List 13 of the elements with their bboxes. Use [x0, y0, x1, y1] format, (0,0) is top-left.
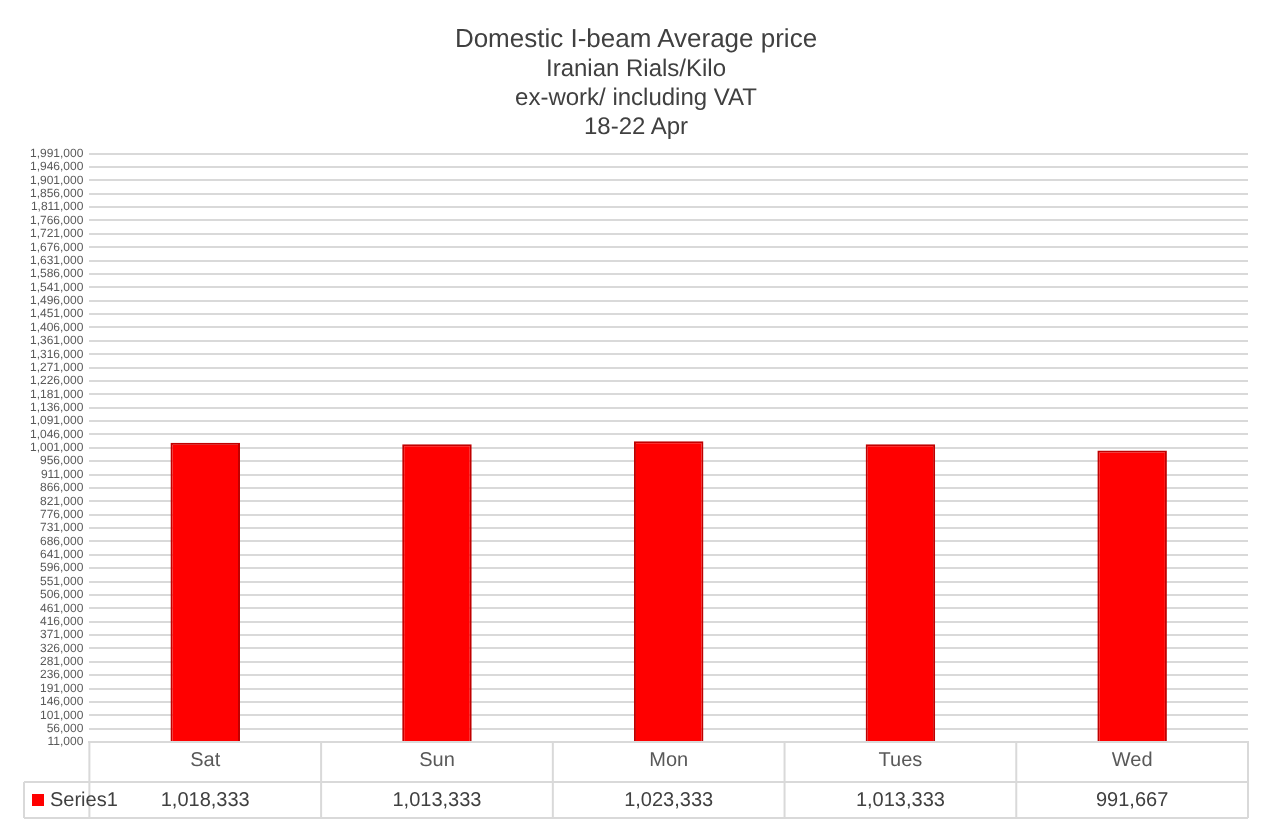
x-tick-label: Tues [878, 749, 923, 772]
data-label: 1,013,333 [855, 789, 946, 812]
data-label: 1,023,333 [624, 789, 715, 812]
chart-subtitle: Iranian Rials/Kilo ex-work/ including VAT 18-22 Apr [515, 54, 759, 140]
x-tick-label: Mon [649, 749, 689, 772]
data-label: 1,013,333 [392, 789, 483, 812]
data-label: 991,667 [1095, 789, 1170, 812]
legend-label: Series1 [50, 789, 119, 812]
x-tick-label: Sat [190, 749, 221, 772]
data-label: 1,018,333 [160, 789, 251, 812]
x-tick-label: Sun [419, 749, 455, 772]
x-tick-label: Wed [1111, 749, 1153, 772]
chart-title: Domestic I-beam Average price [454, 22, 818, 53]
